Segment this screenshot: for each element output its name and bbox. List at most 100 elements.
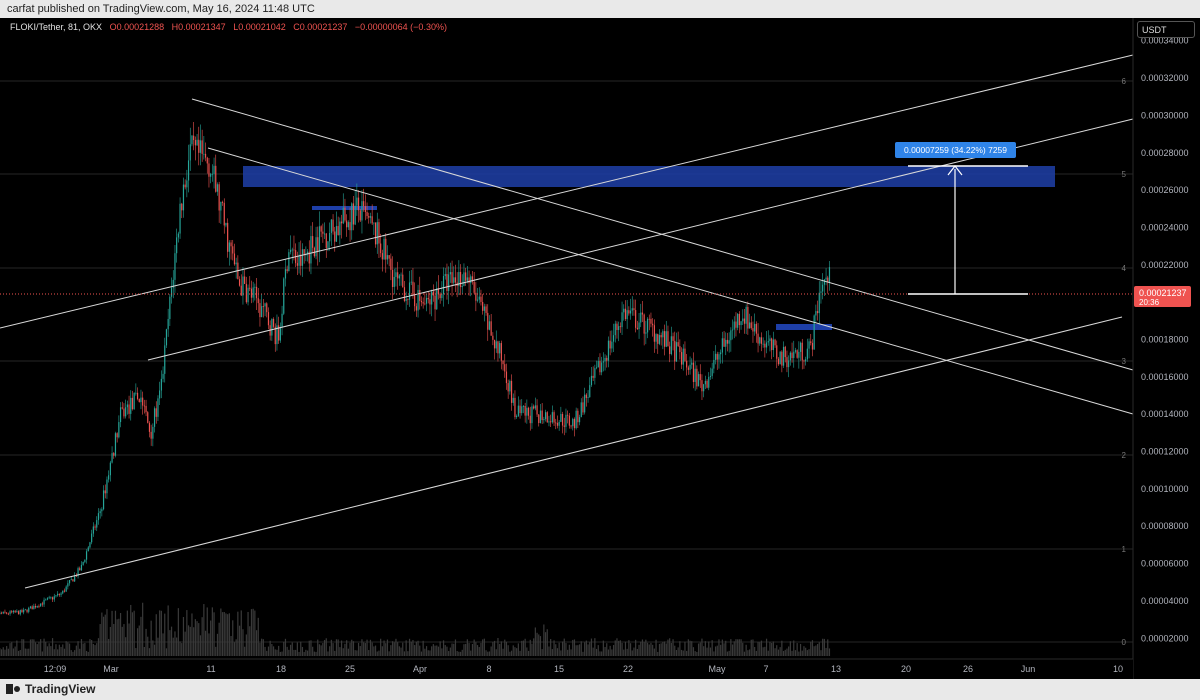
candle-body: [108, 475, 110, 480]
candle-body: [704, 380, 706, 385]
volume-bar: [194, 619, 196, 656]
volume-bar: [439, 641, 441, 656]
candle-body: [70, 579, 72, 581]
volume-bar: [578, 644, 581, 656]
candle-body: [238, 279, 241, 286]
volume-bar: [89, 639, 91, 656]
candle-body: [344, 207, 346, 221]
volume-bar: [466, 639, 468, 656]
candle-body: [424, 303, 426, 305]
price-tick-label: 0.00008000: [1141, 521, 1189, 531]
candle-body: [89, 542, 91, 548]
candle-body: [510, 380, 513, 403]
time-tick-label: Apr: [413, 664, 427, 674]
volume-bar: [407, 651, 409, 656]
volume-bar: [686, 650, 688, 656]
candle-body: [762, 343, 764, 345]
candle-body: [11, 611, 13, 613]
volume-bar: [714, 646, 717, 656]
candle-body: [274, 326, 276, 345]
volume-bar: [352, 641, 355, 656]
volume-bar: [101, 612, 103, 656]
volume-bar: [750, 639, 752, 656]
candle-body: [126, 404, 128, 408]
volume-bar: [499, 643, 501, 656]
trend-lines[interactable]: [0, 54, 1134, 589]
candle-body: [748, 322, 751, 329]
price-tick-label: 0.00022000: [1141, 260, 1189, 270]
volume-bar: [43, 638, 45, 656]
candle-body: [48, 597, 50, 599]
candle-body: [429, 299, 431, 305]
candle-body: [733, 321, 735, 330]
volume-bar: [116, 619, 118, 656]
measure-tool[interactable]: 0.00007259 (34.22%) 7259: [895, 142, 1028, 295]
candle-body: [325, 233, 327, 248]
tradingview-logo[interactable]: TradingView: [6, 682, 95, 697]
candle-body: [638, 322, 640, 330]
volume-bar: [791, 650, 793, 656]
volume-bar: [597, 645, 599, 656]
volume-bar: [57, 649, 59, 656]
volume-bar: [138, 625, 140, 656]
candle-body: [575, 410, 577, 429]
volume-bar: [179, 641, 181, 656]
volume-bar: [492, 642, 494, 656]
candle-body: [483, 306, 485, 311]
volume-bar: [99, 624, 101, 656]
candle-body: [752, 328, 754, 332]
candle-body: [614, 323, 616, 336]
candle-body: [230, 242, 232, 247]
candle-body: [616, 323, 618, 331]
candle-body: [393, 276, 395, 287]
volume-bar: [184, 631, 186, 656]
volume-bar: [213, 612, 215, 656]
volume-bar: [757, 641, 759, 656]
candle-body: [204, 153, 207, 158]
candle-body: [140, 397, 142, 403]
candle-body: [250, 288, 253, 298]
volume-bar: [614, 640, 616, 656]
volume-bar: [198, 623, 200, 656]
volume-bar: [53, 649, 55, 656]
candle-body: [283, 278, 285, 314]
volume-bar: [216, 633, 219, 656]
candle-body: [709, 375, 712, 377]
volume-bar: [191, 613, 193, 656]
candle-body: [420, 300, 423, 303]
candle-body: [55, 595, 57, 597]
time-axis[interactable]: [0, 658, 1133, 679]
candle-body: [176, 237, 178, 254]
candle-body: [725, 339, 727, 347]
volume-bar: [796, 643, 798, 656]
candle-body: [109, 462, 111, 476]
volume-bar: [17, 650, 20, 656]
candle-body: [417, 289, 419, 311]
grid-label: 1: [1122, 545, 1127, 554]
currency-unit-button[interactable]: USDT: [1137, 21, 1195, 38]
volume-bar: [172, 637, 174, 656]
volume-bar: [544, 632, 547, 656]
candle-body: [26, 609, 28, 612]
volume-bar: [232, 620, 234, 656]
price-axis[interactable]: [1132, 18, 1200, 679]
volume-bar: [636, 649, 638, 656]
volume-bar: [754, 646, 756, 656]
candle-body: [79, 568, 81, 571]
volume-bar: [592, 647, 594, 656]
candle-body: [398, 275, 400, 279]
candle-body: [699, 374, 701, 381]
candle-body: [181, 203, 183, 211]
candle-body: [199, 140, 202, 153]
volume-bar: [92, 643, 94, 656]
candle-body: [533, 406, 535, 409]
candle-body: [703, 384, 705, 392]
volume-bar: [527, 650, 530, 656]
candle-body: [366, 212, 368, 217]
volume-bar: [133, 610, 135, 656]
volume-bar: [560, 650, 562, 656]
volume-bar: [293, 649, 295, 656]
price-tick-label: 0.00002000: [1141, 633, 1189, 643]
